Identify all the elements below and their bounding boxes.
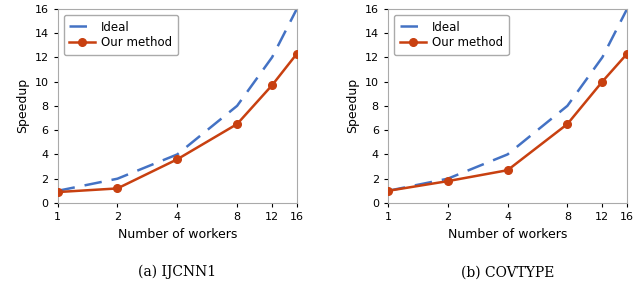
Our method <box>384 189 392 193</box>
Ideal <box>54 189 61 193</box>
Our method <box>233 122 241 126</box>
Line: Ideal: Ideal <box>58 9 297 191</box>
Legend: Ideal, Our method: Ideal, Our method <box>63 14 179 55</box>
Title: (a) IJCNN1: (a) IJCNN1 <box>138 265 216 279</box>
Our method <box>268 84 276 87</box>
Legend: Ideal, Our method: Ideal, Our method <box>394 14 509 55</box>
Ideal <box>113 177 121 180</box>
Ideal <box>598 55 606 59</box>
Our method <box>598 80 606 83</box>
Line: Our method: Our method <box>384 50 631 195</box>
Ideal <box>233 104 241 108</box>
Our method <box>504 168 511 172</box>
Our method <box>173 157 181 161</box>
Our method <box>444 180 452 183</box>
Our method <box>113 187 121 190</box>
Line: Ideal: Ideal <box>388 9 627 191</box>
Line: Our method: Our method <box>54 50 301 196</box>
Y-axis label: Speedup: Speedup <box>16 78 29 133</box>
Our method <box>564 122 572 126</box>
Ideal <box>444 177 452 180</box>
Ideal <box>623 7 631 10</box>
Ideal <box>173 153 181 156</box>
Our method <box>293 52 301 55</box>
Ideal <box>384 189 392 193</box>
X-axis label: Number of workers: Number of workers <box>448 228 567 241</box>
Ideal <box>564 104 572 108</box>
Our method <box>54 190 61 194</box>
Ideal <box>504 153 511 156</box>
Ideal <box>268 55 276 59</box>
Y-axis label: Speedup: Speedup <box>346 78 359 133</box>
Ideal <box>293 7 301 10</box>
Title: (b) COVTYPE: (b) COVTYPE <box>461 265 554 279</box>
Our method <box>623 52 631 55</box>
X-axis label: Number of workers: Number of workers <box>118 228 237 241</box>
